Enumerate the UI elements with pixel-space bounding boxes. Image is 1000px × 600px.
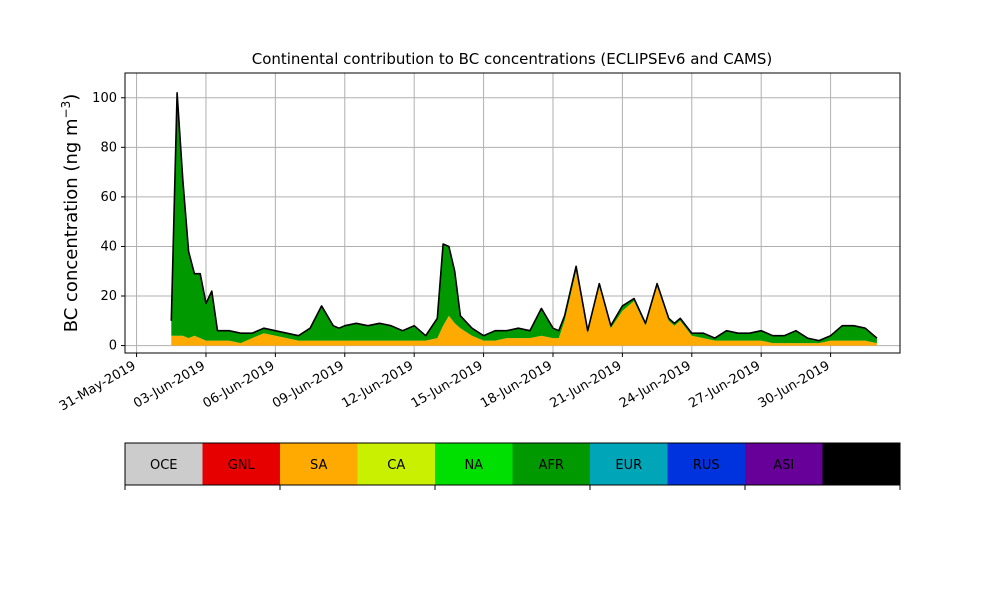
y-tick-label: 100 [92, 91, 117, 106]
x-tick-label: 21-Jun-2019 [548, 358, 625, 411]
stacked-areas [171, 92, 877, 346]
legend-swatch-eur [590, 443, 668, 485]
legend-swatch-rus [667, 443, 745, 485]
legend-label-sa: SA [310, 458, 327, 473]
legend-label-gnl: GNL [228, 458, 256, 473]
plot-frame [124, 72, 901, 354]
x-tick-label: 27-Jun-2019 [686, 358, 763, 411]
x-tick-label: 09-Jun-2019 [270, 358, 347, 411]
area-afr [171, 92, 877, 344]
legend-label-oce: OCE [150, 458, 178, 473]
y-tick-label: 0 [109, 339, 117, 354]
legend-swatch-na [435, 443, 513, 485]
legend-swatch-sa [280, 443, 358, 485]
x-tick-label: 03-Jun-2019 [131, 358, 208, 411]
x-tick-label: 18-Jun-2019 [478, 358, 555, 411]
x-axis-ticks: 31-May-201903-Jun-201906-Jun-201909-Jun-… [57, 353, 833, 414]
legend-colorbar: OCE GNL SA CA NA AFR EUR RUS ASI AUS [124, 442, 901, 490]
x-tick-label: 15-Jun-2019 [409, 358, 486, 411]
legend-swatch-aus [822, 443, 900, 485]
legend-label-rus: RUS [693, 458, 720, 473]
legend-swatch-gnl [202, 443, 280, 485]
total-line-layer [170, 92, 878, 342]
legend-frame [124, 442, 901, 486]
y-axis-ticks: 0 20 40 60 80 100 [92, 91, 125, 354]
legend-label-aus: AUS [848, 458, 875, 473]
chart-title: Continental contribution to BC concentra… [252, 50, 773, 68]
legend-label-na: NA [464, 458, 483, 473]
x-tick-label: 24-Jun-2019 [617, 358, 694, 411]
total-line [170, 92, 878, 342]
y-tick-label: 20 [100, 289, 117, 304]
x-tick-label: 12-Jun-2019 [339, 358, 416, 411]
legend-swatch-asi [745, 443, 823, 485]
legend-label-ca: CA [387, 458, 405, 473]
legend-swatch-oce [125, 443, 203, 485]
y-tick-label: 40 [100, 239, 117, 254]
legend-swatch-afr [512, 443, 590, 485]
legend-label-afr: AFR [539, 458, 564, 473]
legend-swatch-ca [357, 443, 435, 485]
x-tick-label: 31-May-2019 [57, 358, 139, 414]
legend-label-asi: ASI [773, 458, 794, 473]
y-axis-label: BC concentration (ng m−3) [59, 94, 82, 333]
legend-label-eur: EUR [615, 458, 642, 473]
x-tick-label: 30-Jun-2019 [756, 358, 833, 411]
y-tick-label: 80 [100, 140, 117, 155]
x-tick-label: 06-Jun-2019 [201, 358, 278, 411]
grid-lines [125, 73, 900, 353]
y-tick-label: 60 [100, 190, 117, 205]
